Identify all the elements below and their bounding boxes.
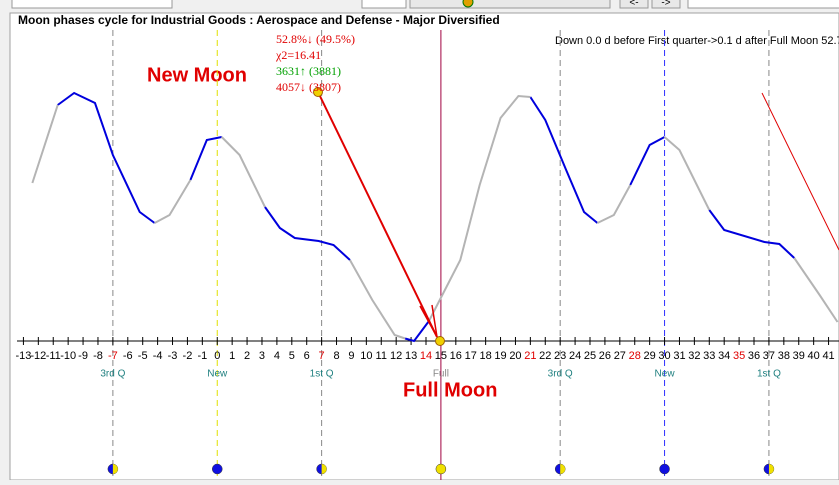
- x-tick-label: 29: [644, 350, 656, 362]
- x-tick-label: -11: [46, 350, 61, 362]
- stat-text: 4057↓ (3807): [276, 80, 341, 94]
- toolbar-field[interactable]: [11, 0, 173, 9]
- x-tick-label: -7: [108, 350, 118, 362]
- stat-text: χ2=16.41: [275, 48, 321, 62]
- next-button[interactable]: [651, 0, 681, 9]
- x-tick-label: -4: [153, 350, 163, 362]
- moon-icon: [659, 463, 670, 475]
- x-tick-label: 34: [718, 350, 730, 362]
- x-tick-label: 31: [673, 350, 685, 362]
- moon-icon-half: [560, 464, 566, 474]
- x-tick-label: -12: [30, 350, 46, 362]
- x-tick-label: 3: [259, 350, 265, 362]
- x-tick-label: 14: [420, 350, 432, 362]
- moon-icon: [212, 463, 223, 475]
- x-tick-label: 25: [584, 350, 596, 362]
- x-tick-label: -8: [93, 350, 103, 362]
- phase-label: New: [655, 369, 676, 380]
- phase-label: 1st Q: [310, 369, 334, 380]
- x-tick-label: -6: [123, 350, 133, 362]
- x-tick-label: 28: [629, 350, 641, 362]
- x-tick-label: 22: [539, 350, 551, 362]
- x-tick-label: 11: [376, 350, 387, 362]
- x-tick-label: 4: [274, 350, 280, 362]
- moon-icon-half: [321, 464, 327, 474]
- x-tick-label: 26: [599, 350, 611, 362]
- x-tick-label: 7: [319, 350, 325, 362]
- prev-label: <-: [629, 0, 638, 9]
- x-tick-label: 6: [304, 350, 310, 362]
- x-tick-label: 41: [822, 350, 834, 362]
- x-tick-label: 2: [244, 350, 250, 362]
- phase-label: Full: [433, 369, 449, 380]
- info-text: Down 0.0 d before First quarter->0.1 d a…: [555, 35, 839, 47]
- stat-text: 52.8%↓ (49.5%): [276, 32, 355, 46]
- x-tick-label: 32: [688, 350, 700, 362]
- full-moon-label: Full Moon: [403, 379, 497, 401]
- x-tick-label: 40: [808, 350, 820, 362]
- new-moon-label: New Moon: [147, 64, 247, 86]
- x-tick-label: 19: [494, 350, 506, 362]
- toolbar-field[interactable]: [687, 0, 839, 9]
- stat-text: 3631↑ (3881): [276, 64, 341, 78]
- x-tick-label: -9: [78, 350, 88, 362]
- x-tick-label: 18: [480, 350, 492, 362]
- x-tick-label: 0: [214, 350, 220, 362]
- chart-title: Moon phases cycle for Industrial Goods :…: [18, 13, 500, 27]
- x-tick-label: 20: [509, 350, 521, 362]
- x-tick-label: 17: [465, 350, 477, 362]
- x-tick-label: 5: [289, 350, 295, 362]
- toolbar-icon: [462, 0, 474, 8]
- moon-icon: [435, 463, 447, 475]
- x-tick-label: -3: [168, 350, 178, 362]
- x-tick-label: 39: [793, 350, 805, 362]
- x-tick-label: -2: [183, 350, 193, 362]
- x-tick-label: 9: [348, 350, 354, 362]
- x-tick-label: 23: [554, 350, 566, 362]
- x-tick-label: 8: [333, 350, 339, 362]
- phase-label: 1st Q: [757, 369, 781, 380]
- phase-label: New: [207, 369, 228, 380]
- moon-icon-half: [768, 464, 774, 474]
- x-tick-label: 33: [703, 350, 715, 362]
- x-tick-label: 16: [450, 350, 462, 362]
- x-tick-label: 1: [229, 350, 235, 362]
- series-line: [57, 91, 795, 343]
- marker: [313, 87, 323, 97]
- x-tick-label: 38: [778, 350, 790, 362]
- x-tick-label: 10: [360, 350, 372, 362]
- phase-label: 3rd Q: [100, 369, 125, 380]
- x-tick-label: 24: [569, 350, 581, 362]
- x-tick-label: 36: [748, 350, 760, 362]
- next-label: ->: [661, 0, 670, 9]
- x-tick-label: 13: [405, 350, 417, 362]
- x-tick-label: 15: [435, 350, 447, 362]
- x-tick-label: 12: [390, 350, 402, 362]
- marker: [435, 336, 445, 346]
- x-tick-label: 35: [733, 350, 745, 362]
- x-tick-label: 27: [614, 350, 626, 362]
- x-tick-label: -10: [60, 350, 76, 362]
- prev-button[interactable]: [619, 0, 649, 9]
- x-tick-label: 37: [763, 350, 775, 362]
- x-tick-label: 30: [658, 350, 670, 362]
- moon-icon-half: [112, 464, 118, 474]
- arrow: [317, 91, 438, 338]
- x-tick-label: -5: [138, 350, 148, 362]
- x-tick-label: -1: [197, 350, 207, 362]
- trend-line: [761, 92, 839, 251]
- series-line: [31, 94, 839, 340]
- toolbar-button[interactable]: [409, 0, 611, 9]
- phase-label: 3rd Q: [548, 369, 573, 380]
- x-tick-label: -13: [15, 350, 31, 362]
- toolbar-field[interactable]: [361, 0, 407, 9]
- plot-panel: [9, 12, 839, 481]
- x-tick-label: 21: [524, 350, 536, 362]
